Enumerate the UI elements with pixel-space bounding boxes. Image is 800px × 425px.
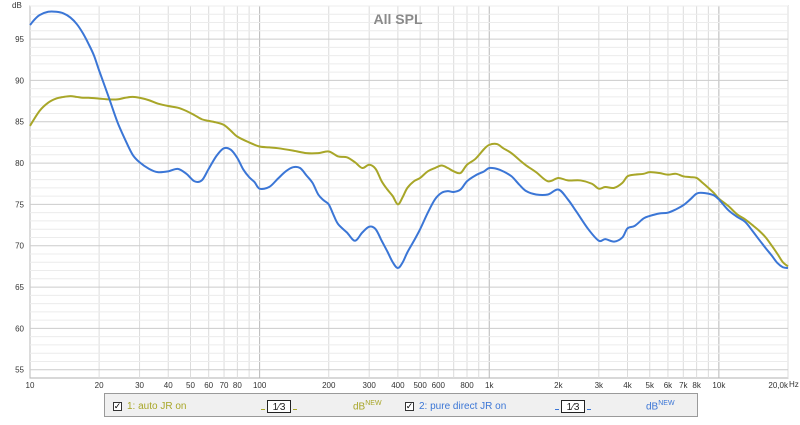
x-tick-label: 3k: [595, 381, 604, 390]
x-tick-label: 80: [233, 381, 242, 390]
x-tick-label: 20,0k: [768, 381, 789, 390]
x-tick-label: 50: [186, 381, 195, 390]
chart-title: All SPL: [373, 11, 422, 27]
series-1-smoothing-value: 1⁄3: [266, 399, 292, 413]
y-tick-label: 80: [15, 159, 24, 168]
y-tick-label: 75: [15, 200, 24, 209]
x-tick-label: 6k: [664, 381, 673, 390]
y-tick-label: 70: [15, 242, 24, 251]
x-tick-label: 4k: [623, 381, 632, 390]
x-tick-label: 600: [432, 381, 446, 390]
x-axis-unit: Hz: [789, 380, 799, 389]
x-tick-label: 60: [204, 381, 213, 390]
x-tick-label: 10: [26, 381, 35, 390]
y-tick-label: 95: [15, 35, 24, 44]
legend-bar: ✓ 1: auto JR on 1⁄3 dBNEW ✓ 2: pure dire…: [104, 393, 698, 417]
x-tick-label: 70: [220, 381, 229, 390]
series-1-label: 1: auto JR on: [127, 400, 187, 412]
legend-item-series-2[interactable]: ✓ 2: pure direct JR on: [405, 398, 506, 414]
x-tick-label: 10k: [712, 381, 726, 390]
x-tick-label: 500: [413, 381, 427, 390]
series-layer: [29, 10, 789, 270]
x-tick-label: 400: [391, 381, 405, 390]
x-tick-label: 5k: [646, 381, 655, 390]
series-2-checkbox[interactable]: ✓: [405, 400, 414, 411]
y-tick-label: 90: [15, 76, 24, 85]
grid-layer: [29, 5, 789, 379]
series-2-label: 2: pure direct JR on: [419, 400, 507, 412]
y-axis-label: dB: [12, 1, 22, 10]
y-tick-label: 85: [15, 118, 24, 127]
x-tick-label: 30: [135, 381, 144, 390]
x-tick-label: 800: [460, 381, 474, 390]
series-line-1: [29, 95, 789, 268]
plot-frame: [29, 5, 789, 379]
series-1-db-label[interactable]: dBNEW: [353, 400, 382, 413]
x-tick-label: 7k: [679, 381, 688, 390]
series-2-smoothing-value: 1⁄3: [560, 399, 586, 413]
y-tick-label: 65: [15, 283, 24, 292]
x-tick-label: 2k: [554, 381, 563, 390]
x-tick-label: 200: [322, 381, 336, 390]
x-tick-label: 8k: [692, 381, 701, 390]
series-line-2: [29, 10, 789, 270]
x-tick-label: 20: [95, 381, 104, 390]
series-1-smoothing[interactable]: 1⁄3: [261, 398, 297, 414]
series-2-smoothing[interactable]: 1⁄3: [555, 398, 591, 414]
x-tick-label: 100: [253, 381, 267, 390]
y-tick-label: 60: [15, 324, 24, 333]
x-tick-label: 300: [363, 381, 377, 390]
series-1-checkbox[interactable]: ✓: [113, 400, 122, 411]
series-2-db-label[interactable]: dBNEW: [646, 400, 675, 413]
y-tick-label: 55: [15, 366, 24, 375]
x-tick-label: 40: [164, 381, 173, 390]
legend-item-series-1[interactable]: ✓ 1: auto JR on: [113, 398, 186, 414]
x-tick-label: 1k: [485, 381, 494, 390]
